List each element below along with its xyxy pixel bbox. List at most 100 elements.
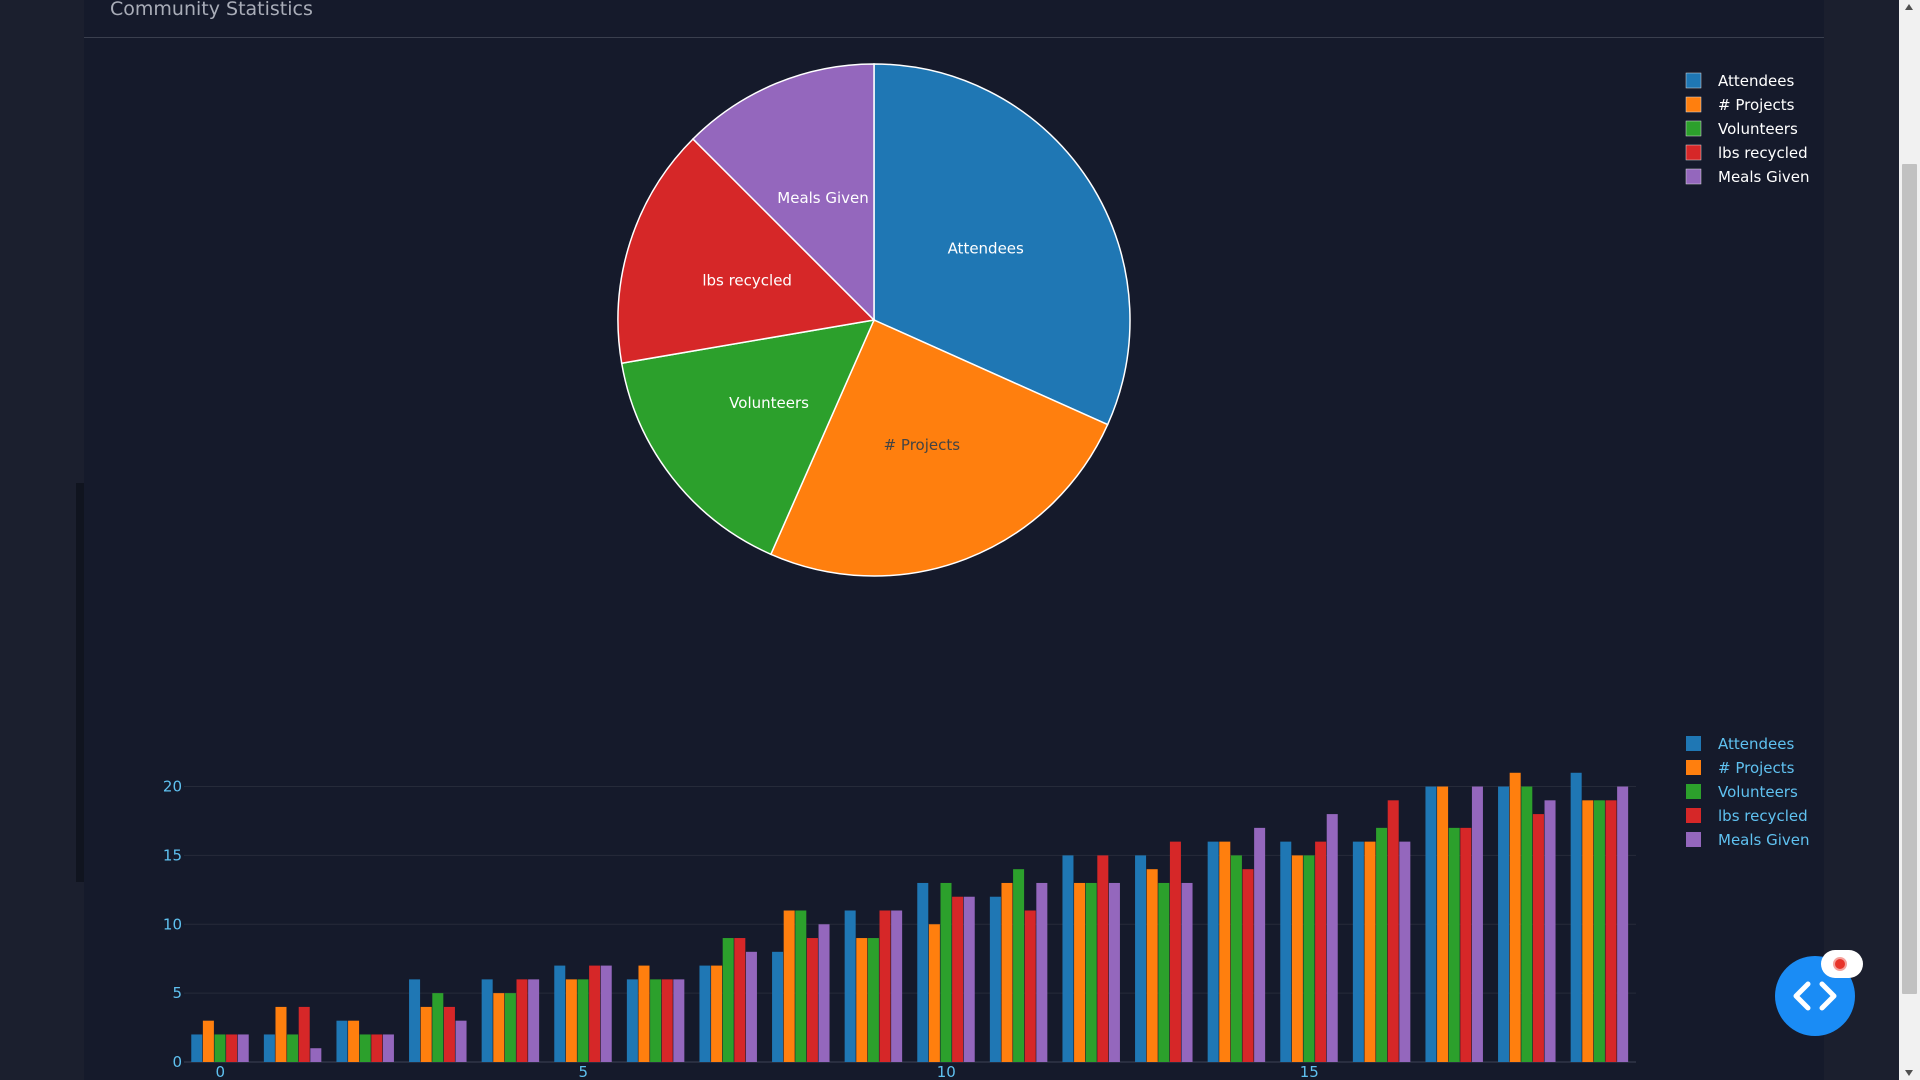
pie-legend-label-volunteers[interactable]: Volunteers: [1718, 120, 1798, 138]
bar-legend-swatch-lbs-recycled[interactable]: [1686, 808, 1701, 823]
bar-volunteers-13[interactable]: [1158, 882, 1170, 1062]
bar-volunteers-10[interactable]: [940, 882, 952, 1062]
bar-legend-label-volunteers[interactable]: Volunteers: [1718, 783, 1798, 801]
pie-legend-label-meals-given[interactable]: Meals Given: [1718, 168, 1810, 186]
bar-attendees-1[interactable]: [263, 1034, 275, 1062]
bar-legend-label-projects[interactable]: # Projects: [1718, 759, 1795, 777]
bar-meals-given-15[interactable]: [1326, 814, 1338, 1062]
bar-lbs-recycled-8[interactable]: [806, 938, 818, 1062]
bar-attendees-13[interactable]: [1135, 855, 1147, 1062]
bar-projects-5[interactable]: [565, 979, 577, 1062]
bar-projects-9[interactable]: [856, 938, 868, 1062]
bar-lbs-recycled-18[interactable]: [1532, 814, 1544, 1062]
bar-attendees-3[interactable]: [409, 979, 421, 1062]
bar-volunteers-11[interactable]: [1013, 869, 1025, 1062]
bar-lbs-recycled-13[interactable]: [1169, 841, 1181, 1062]
bar-attendees-8[interactable]: [772, 951, 784, 1062]
page-scrollbar[interactable]: [1899, 0, 1920, 1080]
bar-lbs-recycled-1[interactable]: [298, 1006, 310, 1062]
bar-attendees-6[interactable]: [626, 979, 638, 1062]
bar-attendees-7[interactable]: [699, 965, 711, 1062]
bar-volunteers-15[interactable]: [1303, 855, 1315, 1062]
bar-lbs-recycled-6[interactable]: [661, 979, 673, 1062]
bar-lbs-recycled-17[interactable]: [1460, 827, 1472, 1062]
bar-meals-given-2[interactable]: [382, 1034, 394, 1062]
bar-lbs-recycled-10[interactable]: [952, 896, 964, 1062]
bar-projects-18[interactable]: [1509, 772, 1521, 1062]
bar-legend-swatch-attendees[interactable]: [1686, 736, 1701, 751]
bar-lbs-recycled-19[interactable]: [1605, 800, 1617, 1062]
pie-slice-lbs-recycled[interactable]: [617, 137, 876, 365]
bar-projects-0[interactable]: [202, 1020, 214, 1062]
bar-meals-given-0[interactable]: [237, 1034, 249, 1062]
bar-lbs-recycled-12[interactable]: [1097, 855, 1109, 1062]
bar-meals-given-9[interactable]: [891, 910, 903, 1063]
bar-attendees-4[interactable]: [481, 979, 493, 1062]
bar-meals-given-14[interactable]: [1254, 827, 1266, 1062]
bar-lbs-recycled-0[interactable]: [226, 1034, 238, 1062]
bar-meals-given-13[interactable]: [1181, 882, 1193, 1062]
bar-projects-10[interactable]: [928, 924, 940, 1062]
bar-attendees-5[interactable]: [554, 965, 566, 1062]
bar-projects-2[interactable]: [348, 1020, 360, 1062]
bar-meals-given-12[interactable]: [1108, 882, 1120, 1062]
bar-volunteers-12[interactable]: [1085, 882, 1097, 1062]
pie-legend-swatch-lbs-recycled[interactable]: [1685, 144, 1702, 161]
bar-lbs-recycled-16[interactable]: [1387, 800, 1399, 1062]
pie-slice-meals-given[interactable]: [691, 63, 875, 322]
bar-projects-14[interactable]: [1219, 841, 1231, 1062]
bar-projects-1[interactable]: [275, 1006, 287, 1062]
bar-volunteers-1[interactable]: [287, 1034, 299, 1062]
bar-projects-13[interactable]: [1146, 869, 1158, 1062]
bar-attendees-16[interactable]: [1352, 841, 1364, 1062]
bar-meals-given-5[interactable]: [600, 965, 612, 1062]
bar-attendees-14[interactable]: [1207, 841, 1219, 1062]
pie-legend-label-lbs-recycled[interactable]: lbs recycled: [1718, 144, 1808, 162]
bar-lbs-recycled-3[interactable]: [443, 1006, 455, 1062]
bar-volunteers-7[interactable]: [722, 938, 734, 1062]
bar-legend-label-lbs-recycled[interactable]: lbs recycled: [1718, 807, 1808, 825]
bar-legend-swatch-volunteers[interactable]: [1686, 784, 1701, 799]
bar-volunteers-0[interactable]: [214, 1034, 226, 1062]
pie-slice-volunteers[interactable]: [620, 319, 876, 556]
bar-attendees-18[interactable]: [1498, 786, 1510, 1062]
pie-legend-swatch-meals-given[interactable]: [1685, 168, 1702, 185]
bar-volunteers-2[interactable]: [359, 1034, 371, 1062]
bar-volunteers-19[interactable]: [1593, 800, 1605, 1062]
bar-legend-swatch-projects[interactable]: [1686, 760, 1701, 775]
pie-legend-swatch-volunteers[interactable]: [1685, 120, 1702, 137]
recording-badge[interactable]: [1821, 950, 1863, 978]
bar-lbs-recycled-14[interactable]: [1242, 869, 1254, 1062]
bar-projects-7[interactable]: [711, 965, 723, 1062]
bar-lbs-recycled-2[interactable]: [371, 1034, 383, 1062]
bar-legend-label-meals-given[interactable]: Meals Given: [1718, 831, 1810, 849]
scrollbar-thumb[interactable]: [1902, 164, 1917, 994]
bar-volunteers-8[interactable]: [795, 910, 807, 1063]
bar-lbs-recycled-7[interactable]: [734, 938, 746, 1062]
bar-meals-given-7[interactable]: [745, 951, 757, 1062]
bar-volunteers-14[interactable]: [1230, 855, 1242, 1062]
bar-attendees-2[interactable]: [336, 1020, 348, 1062]
bar-volunteers-16[interactable]: [1376, 827, 1388, 1062]
bar-lbs-recycled-9[interactable]: [879, 910, 891, 1063]
bar-lbs-recycled-4[interactable]: [516, 979, 528, 1062]
bar-attendees-15[interactable]: [1280, 841, 1292, 1062]
bar-attendees-9[interactable]: [844, 910, 856, 1063]
bar-meals-given-16[interactable]: [1399, 841, 1411, 1062]
bar-attendees-10[interactable]: [917, 882, 929, 1062]
bar-meals-given-3[interactable]: [455, 1020, 467, 1062]
bar-legend-label-attendees[interactable]: Attendees: [1718, 735, 1794, 753]
bar-projects-12[interactable]: [1074, 882, 1086, 1062]
bar-meals-given-8[interactable]: [818, 924, 830, 1062]
bar-attendees-0[interactable]: [191, 1034, 203, 1062]
bar-meals-given-17[interactable]: [1471, 786, 1483, 1062]
bar-volunteers-4[interactable]: [504, 993, 516, 1062]
bar-meals-given-6[interactable]: [673, 979, 685, 1062]
bar-lbs-recycled-11[interactable]: [1024, 910, 1036, 1063]
pie-slice-attendees[interactable]: [873, 63, 1131, 426]
bar-meals-given-19[interactable]: [1617, 786, 1629, 1062]
bar-meals-given-4[interactable]: [528, 979, 540, 1062]
bar-projects-19[interactable]: [1582, 800, 1594, 1062]
bar-lbs-recycled-5[interactable]: [589, 965, 601, 1062]
bar-volunteers-17[interactable]: [1448, 827, 1460, 1062]
